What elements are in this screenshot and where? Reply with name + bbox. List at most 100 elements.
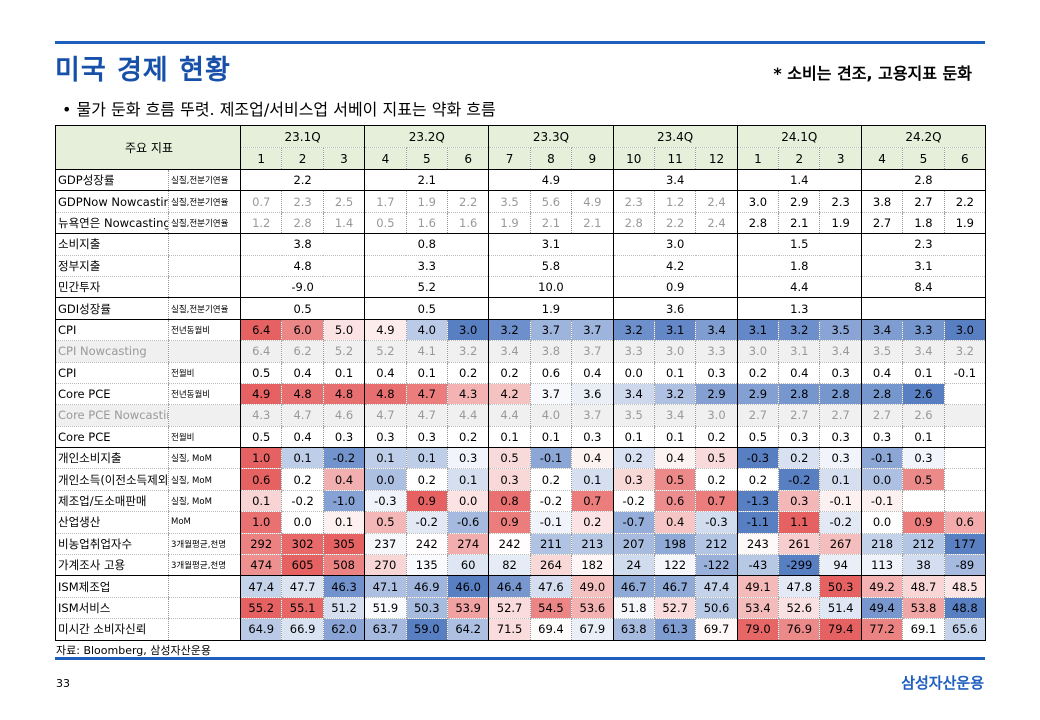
cell: 2.2 bbox=[653, 212, 696, 235]
cell: 0.4 bbox=[281, 426, 324, 449]
row-unit: 실질,전분기연율 bbox=[167, 190, 241, 213]
cell: 2.7 bbox=[860, 404, 903, 427]
cell: 4.9 bbox=[488, 168, 614, 192]
cell: 49.2 bbox=[860, 575, 903, 598]
row-label: 소비지출 bbox=[55, 233, 169, 256]
cell: 1.2 bbox=[653, 190, 696, 213]
cell: -0.1 bbox=[860, 490, 903, 513]
table-row: GDP성장률 실질,전분기연율 2.2 2.1 4.9 3.4 1.4 2.8 bbox=[55, 168, 986, 192]
cell: 4.9 bbox=[240, 383, 282, 406]
cell: 67.9 bbox=[571, 618, 614, 641]
cell: 60 bbox=[446, 554, 489, 577]
cell: 3.4 bbox=[860, 318, 903, 342]
cell: 3.5 bbox=[860, 340, 903, 363]
cell: 2.1 bbox=[778, 212, 820, 235]
cell: 2.3 bbox=[281, 190, 324, 213]
cell: 0.3 bbox=[571, 426, 614, 449]
cell: 49.0 bbox=[571, 575, 614, 598]
table-row: 가계조사 고용 3개월평균,천명 474 605 508 270 135 60 82 264 182… bbox=[55, 554, 986, 577]
table-row: 정부지출 4.8 3.3 5.8 4.2 1.8 3.1 bbox=[55, 255, 986, 277]
cell: 1.9 bbox=[488, 297, 614, 320]
cell: 177 bbox=[943, 533, 986, 556]
row-label: 제조업/도소매판매 bbox=[55, 490, 169, 513]
cell: 218 bbox=[860, 533, 903, 556]
row-label: CPI Nowcasting bbox=[55, 340, 169, 363]
cell: 0.9 bbox=[612, 276, 738, 299]
cell: 2.4 bbox=[695, 190, 738, 213]
cell: 5.2 bbox=[364, 340, 407, 363]
row-label: GDP성장률 bbox=[55, 168, 169, 192]
table-row: 개인소득(이전소득제외) 실질, MoM 0.6 0.2 0.4 0.0 0.2 0.1 0.3… bbox=[55, 468, 986, 491]
note: * 소비는 견조, 고용지표 둔화 bbox=[773, 64, 972, 83]
cell: 1.4 bbox=[322, 212, 365, 235]
cell: 0.3 bbox=[488, 468, 531, 491]
cell: 2.8 bbox=[612, 212, 655, 235]
row-label: 미시간 소비자신뢰 bbox=[55, 618, 169, 641]
cell: 8.4 bbox=[860, 276, 986, 299]
table-row: 비농업취업자수 3개월평균,천명 292 302 305 237 242 274 242 211 2… bbox=[55, 533, 986, 556]
corner: 주요 지표 bbox=[54, 125, 241, 170]
cell: 3.5 bbox=[819, 318, 862, 342]
cell: 5.0 bbox=[322, 318, 365, 342]
cell: 0.4 bbox=[778, 362, 820, 384]
cell: 3.4 bbox=[695, 318, 738, 342]
cell bbox=[902, 490, 945, 513]
cell: 1.7 bbox=[364, 190, 407, 213]
cell: 3.8 bbox=[860, 190, 903, 213]
cell: 2.4 bbox=[695, 212, 738, 235]
cell: 0.0 bbox=[364, 468, 407, 491]
cell: 213 bbox=[571, 533, 614, 556]
row-label: CPI bbox=[55, 318, 169, 342]
table-row: 개인소비지출 실질, MoM 1.0 0.1 -0.2 0.1 0.1 0.3 0.5 -0.1 0… bbox=[55, 447, 986, 470]
row-unit bbox=[167, 575, 241, 598]
cell bbox=[860, 297, 986, 320]
cell: 122 bbox=[653, 554, 696, 577]
cell: 0.1 bbox=[405, 362, 448, 384]
row-label: 정부지출 bbox=[55, 255, 169, 277]
cell: 3.7 bbox=[571, 340, 614, 363]
cell: 4.4 bbox=[736, 276, 862, 299]
cell: 212 bbox=[902, 533, 945, 556]
quarter: 23.2Q bbox=[364, 125, 489, 148]
row-label: Core PCE bbox=[55, 383, 169, 406]
row-label: 산업생산 bbox=[55, 511, 169, 534]
month: 8 bbox=[529, 147, 572, 170]
cell: 0.3 bbox=[778, 426, 820, 449]
cell: -0.3 bbox=[736, 447, 779, 470]
cell: 3.2 bbox=[778, 318, 820, 342]
cell: 4.4 bbox=[488, 404, 531, 427]
month: 6 bbox=[943, 147, 986, 170]
cell: 69.4 bbox=[529, 618, 572, 641]
cell: 3.7 bbox=[529, 318, 572, 342]
cell: 2.2 bbox=[446, 190, 489, 213]
cell: 0.2 bbox=[446, 362, 489, 384]
cell: 0.6 bbox=[943, 511, 986, 534]
cell: 0.1 bbox=[488, 426, 531, 449]
row-label: CPI bbox=[55, 362, 169, 384]
row-label: 비농업취업자수 bbox=[55, 533, 169, 556]
month: 1 bbox=[736, 147, 779, 170]
cell: 0.2 bbox=[571, 511, 614, 534]
row-unit: MoM bbox=[167, 511, 241, 534]
quarter: 24.1Q bbox=[736, 125, 862, 148]
cell: 48.7 bbox=[902, 575, 945, 598]
cell: 2.6 bbox=[902, 383, 945, 406]
cell: 53.9 bbox=[446, 597, 489, 620]
cell: 0.3 bbox=[819, 426, 862, 449]
bottom-rule bbox=[55, 657, 985, 660]
cell: 3.8 bbox=[529, 340, 572, 363]
cell: 302 bbox=[281, 533, 324, 556]
cell: 0.1 bbox=[529, 426, 572, 449]
title: 미국 경제 현황 bbox=[55, 55, 231, 86]
cell: 3.3 bbox=[695, 340, 738, 363]
cell bbox=[943, 447, 986, 470]
cell: 4.8 bbox=[240, 255, 365, 277]
cell: 2.2 bbox=[943, 190, 986, 213]
cell: 0.6 bbox=[529, 362, 572, 384]
cell: 0.5 bbox=[695, 447, 738, 470]
cell: 2.1 bbox=[364, 168, 489, 192]
cell: 0.5 bbox=[364, 212, 407, 235]
cell: 4.4 bbox=[446, 404, 489, 427]
cell: 61.3 bbox=[653, 618, 696, 641]
row-unit bbox=[167, 276, 241, 299]
